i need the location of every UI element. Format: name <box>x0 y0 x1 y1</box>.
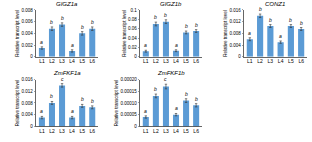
svg-text:b: b <box>269 17 272 23</box>
svg-text:b: b <box>195 22 198 28</box>
svg-text:b: b <box>289 17 292 23</box>
svg-text:0.004: 0.004 <box>22 112 34 117</box>
svg-text:a: a <box>144 42 147 48</box>
svg-text:a: a <box>71 42 74 48</box>
svg-text:0: 0 <box>30 124 33 129</box>
svg-text:b: b <box>164 12 167 18</box>
svg-text:0: 0 <box>30 54 33 59</box>
svg-text:L1: L1 <box>143 128 149 134</box>
svg-text:0: 0 <box>238 54 241 59</box>
svg-text:b: b <box>154 86 157 92</box>
svg-text:L6: L6 <box>193 128 199 134</box>
svg-text:b: b <box>259 6 262 12</box>
svg-text:L3: L3 <box>163 128 169 134</box>
svg-text:b: b <box>185 91 188 97</box>
svg-text:b: b <box>50 93 53 99</box>
svg-text:L4: L4 <box>173 128 179 134</box>
svg-text:L4: L4 <box>69 128 75 134</box>
svg-text:0.008: 0.008 <box>229 31 241 36</box>
svg-text:L2: L2 <box>49 58 55 64</box>
svg-text:L3: L3 <box>163 58 169 64</box>
svg-text:0: 0 <box>134 54 137 59</box>
svg-text:0.04: 0.04 <box>128 36 137 41</box>
svg-text:a: a <box>279 33 282 39</box>
svg-text:b: b <box>185 23 188 29</box>
svg-text:b: b <box>91 19 94 25</box>
svg-text:L1: L1 <box>247 58 253 64</box>
svg-text:L4: L4 <box>69 58 75 64</box>
svg-text:a: a <box>175 42 178 48</box>
svg-text:L5: L5 <box>79 128 85 134</box>
svg-text:Relative transcript level: Relative transcript level <box>223 10 228 57</box>
svg-text:Relative transcript level: Relative transcript level <box>114 80 119 127</box>
svg-text:L6: L6 <box>298 58 304 64</box>
svg-text:L1: L1 <box>39 58 45 64</box>
svg-text:b: b <box>81 24 84 30</box>
svg-text:L1: L1 <box>143 58 149 64</box>
svg-text:0.00020: 0.00020 <box>120 77 137 82</box>
svg-text:b: b <box>91 98 94 104</box>
svg-text:b: b <box>300 20 303 26</box>
svg-text:0.012: 0.012 <box>229 19 241 24</box>
svg-text:L3: L3 <box>59 58 65 64</box>
svg-text:a: a <box>144 108 147 114</box>
svg-text:L6: L6 <box>89 58 95 64</box>
svg-text:L2: L2 <box>257 58 263 64</box>
svg-text:0.1: 0.1 <box>131 8 138 13</box>
svg-text:a: a <box>71 108 74 114</box>
svg-text:0.008: 0.008 <box>22 8 34 13</box>
svg-text:b: b <box>195 96 198 102</box>
svg-text:b: b <box>50 19 53 25</box>
svg-text:GIGZ1a: GIGZ1a <box>56 1 78 7</box>
svg-text:L6: L6 <box>89 128 95 134</box>
svg-text:L3: L3 <box>268 58 274 64</box>
svg-text:b: b <box>81 96 84 102</box>
svg-text:0.016: 0.016 <box>22 77 34 82</box>
svg-text:L2: L2 <box>49 128 55 134</box>
svg-text:L5: L5 <box>183 58 189 64</box>
svg-text:0.004: 0.004 <box>229 43 241 48</box>
svg-text:0.00015: 0.00015 <box>120 89 137 94</box>
svg-text:0.012: 0.012 <box>22 89 34 94</box>
svg-text:ZmFKF1a: ZmFKF1a <box>53 70 81 76</box>
svg-text:L5: L5 <box>288 58 294 64</box>
svg-text:a: a <box>175 105 178 111</box>
svg-text:0.004: 0.004 <box>22 31 34 36</box>
svg-text:c: c <box>61 76 64 82</box>
svg-text:0.08: 0.08 <box>128 17 137 22</box>
svg-text:0: 0 <box>134 124 137 129</box>
svg-text:0.016: 0.016 <box>229 8 241 13</box>
svg-text:Relative transcript level: Relative transcript level <box>15 10 20 57</box>
svg-text:b: b <box>154 14 157 20</box>
svg-text:0.002: 0.002 <box>22 43 34 48</box>
svg-text:0.006: 0.006 <box>22 19 34 24</box>
svg-text:a: a <box>248 30 251 36</box>
svg-text:L6: L6 <box>193 58 199 64</box>
svg-text:0.00010: 0.00010 <box>120 101 137 106</box>
svg-text:a: a <box>40 39 43 45</box>
svg-text:a: a <box>40 108 43 114</box>
svg-text:b: b <box>61 15 64 21</box>
svg-text:L2: L2 <box>153 128 159 134</box>
svg-text:0.06: 0.06 <box>128 26 137 31</box>
svg-text:Relative transcript level: Relative transcript level <box>122 10 127 57</box>
svg-text:ZmFKF1b: ZmFKF1b <box>157 70 185 76</box>
svg-text:L3: L3 <box>59 128 65 134</box>
svg-text:c: c <box>164 76 167 82</box>
svg-text:CONZ1: CONZ1 <box>265 1 285 7</box>
svg-text:L5: L5 <box>79 58 85 64</box>
svg-text:0.00005: 0.00005 <box>120 112 137 117</box>
svg-text:L4: L4 <box>278 58 284 64</box>
svg-text:GIGZ1b: GIGZ1b <box>160 1 182 7</box>
svg-text:0.008: 0.008 <box>22 101 34 106</box>
svg-text:L2: L2 <box>153 58 159 64</box>
svg-text:L5: L5 <box>183 128 189 134</box>
svg-text:L4: L4 <box>173 58 179 64</box>
svg-text:Relative transcript level: Relative transcript level <box>15 80 20 127</box>
svg-text:0.02: 0.02 <box>128 45 137 50</box>
svg-text:L1: L1 <box>39 128 45 134</box>
